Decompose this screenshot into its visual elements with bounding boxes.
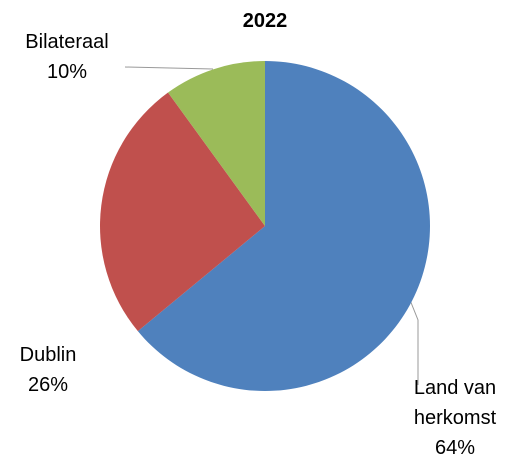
leader-line <box>124 66 214 70</box>
pie-slice <box>99 92 265 332</box>
value-label: 26% <box>27 374 69 396</box>
data-label: Land van herkomst 64% <box>395 373 515 459</box>
leader-line <box>409 299 419 385</box>
data-label: Bilateraal 10% <box>7 27 127 87</box>
category-label: Land van herkomst <box>413 377 497 429</box>
pie-slice <box>137 61 431 392</box>
chart-title: 2022 <box>242 10 288 32</box>
value-label: 10% <box>46 61 88 83</box>
data-label: Dublin 26% <box>0 340 108 400</box>
category-label: Bilateraal <box>25 31 109 53</box>
pie-slice <box>168 61 265 226</box>
category-label: Dublin <box>19 344 77 366</box>
value-label: 64% <box>434 437 476 459</box>
